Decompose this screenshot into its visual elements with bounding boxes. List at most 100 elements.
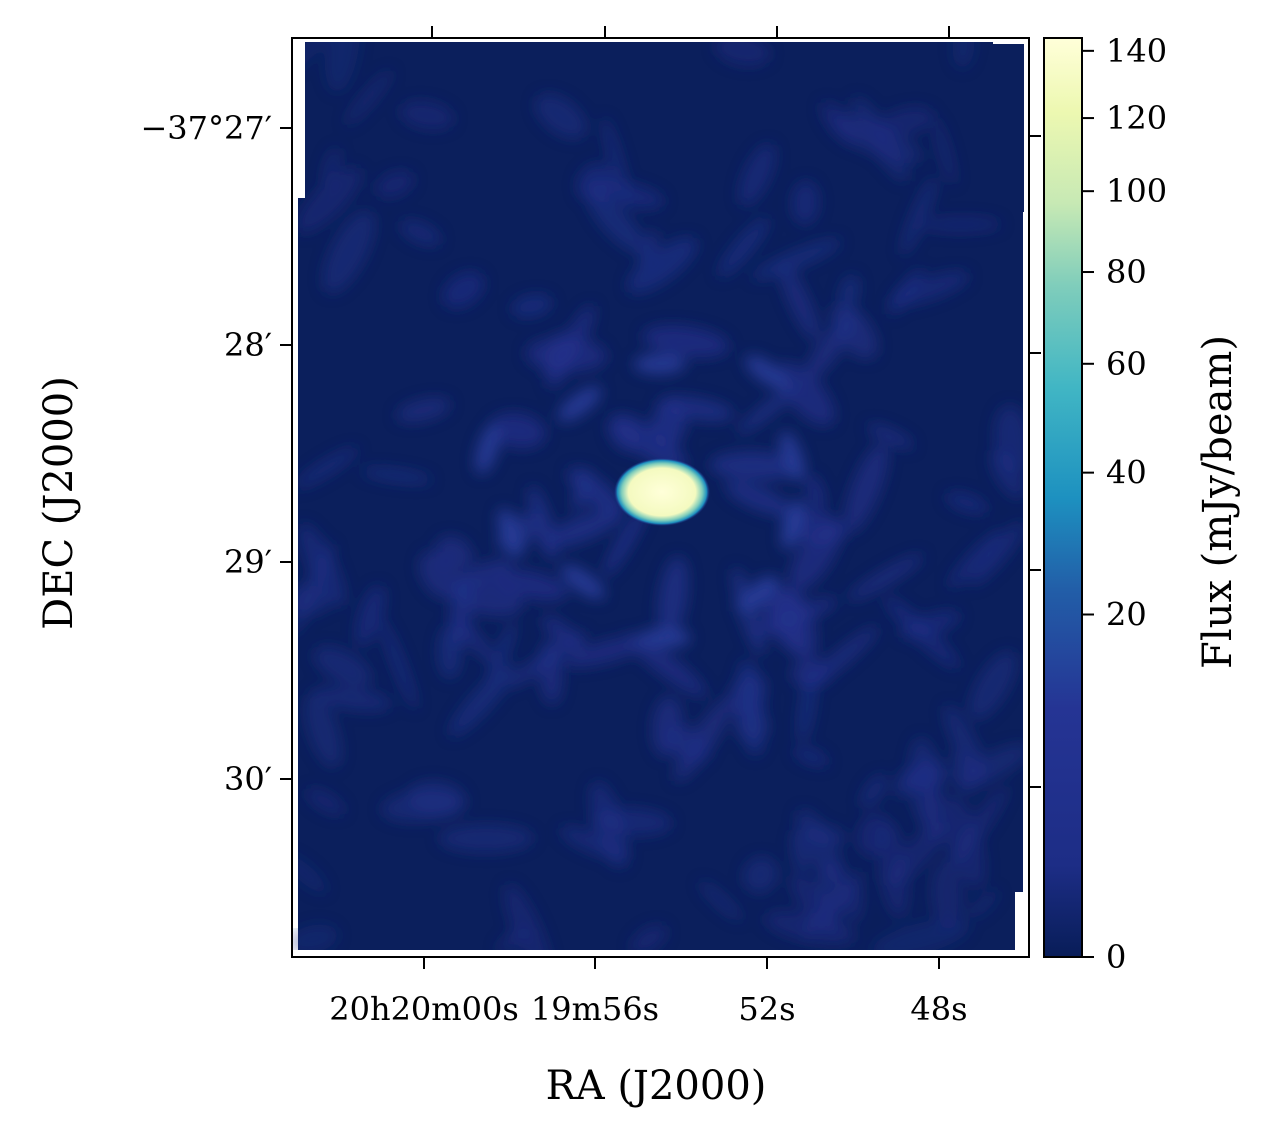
sidelobe-blob (542, 331, 575, 379)
colorbar-tick-label: 60 (1106, 345, 1147, 383)
y-tick-label: 29′ (224, 543, 272, 581)
sidelobe-blob (921, 216, 1002, 233)
sidelobe-blob (625, 633, 707, 697)
sidelobe-blob (511, 294, 553, 318)
colorbar-tick-label: 20 (1106, 596, 1147, 634)
sidelobe-blob (967, 889, 999, 919)
sidelobe-ring-blob (781, 499, 806, 550)
sidelobe-blob (887, 268, 924, 315)
sidelobe-blob (804, 626, 879, 689)
sidelobe-blob (820, 102, 861, 147)
sidelobe-blob (815, 862, 852, 914)
sidelobe-blob (771, 589, 806, 637)
sidelobe-blob (776, 362, 835, 426)
sidelobe-blob (603, 506, 647, 577)
sidelobe-blob (718, 217, 769, 277)
sidelobe-blob (732, 567, 765, 656)
sidelobe-blob (355, 585, 386, 647)
sidelobe-blob (657, 556, 689, 639)
blank-edge-bottom-right (1015, 892, 1029, 957)
sidelobe-blob (396, 398, 451, 423)
x-tick-label: 19m56s (531, 990, 659, 1028)
colorbar: 0 20 40 60 80 100 120 140 Flux (mJy/beam) (1043, 32, 1241, 976)
sidelobe-ring-blob (736, 576, 780, 613)
sidelobe-blob (496, 927, 530, 953)
sidelobe-ring-blob (560, 564, 605, 599)
sidelobe-blob (399, 100, 454, 130)
sidelobe-blob (947, 786, 1009, 870)
x-axis-label: RA (J2000) (546, 1063, 767, 1109)
sidelobe-ring-blob (497, 508, 524, 559)
sidelobe-blob (305, 788, 345, 815)
sidelobe-blob (449, 663, 516, 737)
x-tick-label: 48s (910, 990, 967, 1028)
sidelobe-blob (742, 856, 778, 894)
sidelobe-blob (878, 106, 934, 137)
sidelobe-blob (540, 510, 622, 549)
sidelobe-blob (922, 780, 945, 845)
sidelobe-blob (860, 774, 888, 808)
sidelobe-ring-blob (633, 354, 686, 375)
sidelobe-blob (970, 521, 1025, 586)
sidelobe-blob (847, 554, 924, 601)
y-tick-label: 28′ (224, 326, 272, 364)
sidelobe-blob (407, 780, 467, 818)
sidelobe-blob (490, 412, 546, 449)
colorbar-tick-label: 100 (1106, 172, 1167, 210)
colorbar-tick-label: 80 (1106, 253, 1147, 291)
sidelobe-blob (419, 551, 459, 599)
sidelobe-blob (900, 176, 937, 256)
sidelobe-blob (990, 449, 1026, 499)
blank-edge-right (1023, 212, 1029, 957)
sidelobe-blob (852, 96, 909, 182)
sidelobe-blob (312, 686, 392, 712)
sidelobe-blob (725, 481, 794, 516)
colorbar-tick-label: 40 (1106, 454, 1147, 492)
sidelobe-ring-blob (638, 628, 691, 649)
colorbar-label: Flux (mJy/beam) (1195, 335, 1241, 669)
sidelobe-blob (449, 574, 473, 650)
sidelobe-blob (789, 521, 841, 591)
heatmap-image (292, 38, 1029, 957)
sidelobe-blob (539, 639, 563, 705)
colorbar-tick-label: 120 (1106, 99, 1167, 137)
sidelobe-blob (830, 304, 878, 359)
sidelobe-blob (322, 147, 341, 188)
sidelobe-blob (952, 38, 975, 69)
sidelobe-blob (871, 919, 970, 957)
sidelobe-blob (898, 764, 949, 791)
sidelobe-blob (602, 117, 631, 207)
sidelobe-blob (298, 523, 346, 607)
sidelobe-ring-blob (745, 355, 790, 390)
blank-edge-left (292, 38, 305, 198)
sidelobe-blob (867, 424, 914, 449)
sidelobe-blob (304, 694, 342, 768)
sidelobe-blob (714, 38, 771, 66)
sidelobe-blob (362, 468, 432, 484)
sidelobe-blob (728, 672, 766, 717)
sidelobe-blob (945, 492, 988, 514)
colorbar-gradient (1043, 37, 1083, 958)
sidelobe-blob (627, 237, 698, 294)
y-tick-label: 30′ (224, 760, 272, 798)
y-axis-label: DEC (J2000) (36, 376, 82, 630)
sidelobe-blob (738, 143, 776, 206)
sidelobe-blob (345, 70, 393, 126)
x-axis-ticks: 20h20m00s 19m56s 52s 48s (329, 26, 968, 1028)
sidelobe-blob (930, 861, 964, 930)
sidelobe-blob (764, 910, 856, 945)
colorbar-tick-label: 140 (1106, 32, 1167, 70)
sidelobe-blob (779, 263, 820, 341)
sidelobe-blob (564, 635, 651, 667)
sidelobe-ring-blob (557, 386, 602, 422)
sidelobe-blob (844, 443, 889, 533)
sidelobe-blob (324, 38, 360, 93)
sidelobe-blob (642, 325, 730, 358)
sidelobe-blob (589, 195, 647, 254)
blank-edge-left-lower (292, 198, 298, 928)
x-tick-label: 20h20m00s (329, 990, 519, 1028)
sidelobe-blob (630, 924, 667, 955)
image-frame (291, 37, 1030, 958)
sidelobe-blob (322, 210, 375, 294)
